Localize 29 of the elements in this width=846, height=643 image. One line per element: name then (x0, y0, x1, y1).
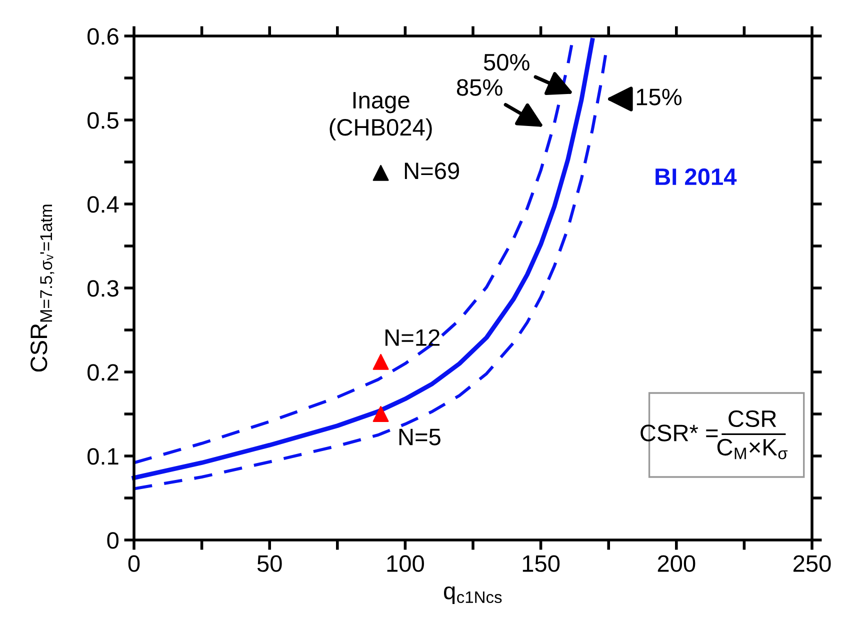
y-tick-label: 0.4 (88, 196, 119, 213)
annotation: CSR* = (640, 424, 718, 442)
annotation: 50% (484, 54, 530, 71)
y-tick-label: 0.5 (88, 112, 118, 129)
annotation: C$_{M}$×K$_{σ}$ (717, 438, 788, 460)
annotation: BI 2014 (656, 168, 737, 186)
annotation: N=69 (404, 162, 459, 180)
y-tick-label: 0.3 (88, 280, 118, 297)
annotation: N=12 (386, 329, 440, 346)
y-axis-title: CSRM=7.5,σᵥ'=1atm (30, 204, 54, 372)
annotation: CSR (728, 410, 776, 428)
x-tick-label: 250 (793, 555, 831, 572)
point (372, 354, 389, 370)
y-tick-label: 0.6 (88, 28, 118, 45)
point (372, 164, 389, 181)
x-tick-label: 100 (387, 555, 424, 572)
x-tick-label: 150 (522, 555, 560, 572)
y-tick-label: 0.1 (88, 448, 118, 465)
x-axis-title: q$_{c1Ncs}$ (444, 586, 502, 604)
annotation: N=5 (399, 428, 440, 446)
y-tick-label: 0 (107, 532, 118, 549)
x-tick-label: 0 (128, 555, 140, 572)
annotation: 15% (636, 88, 682, 106)
x-tick-label: 200 (658, 555, 696, 572)
point (372, 406, 389, 422)
x-tick-label: 50 (257, 555, 282, 572)
annotation: 85% (456, 79, 502, 96)
y-tick-label: 0.2 (88, 364, 118, 381)
annotation: Inage (CHB024) (330, 92, 432, 140)
